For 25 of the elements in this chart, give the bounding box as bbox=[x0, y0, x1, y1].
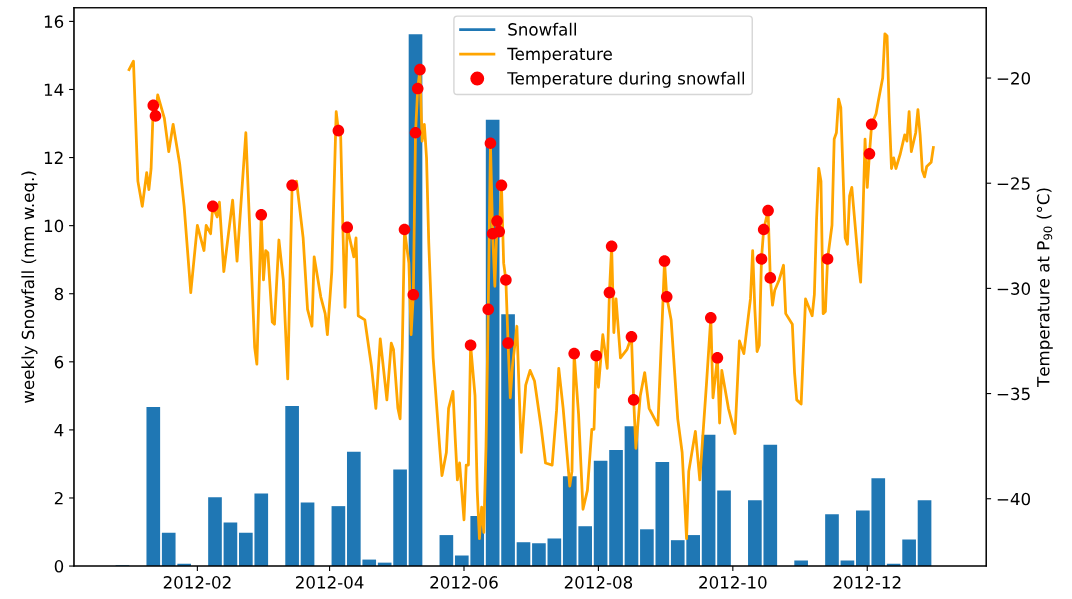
legend-label: Temperature during snowfall bbox=[507, 71, 745, 88]
y2-tick-label: −20 bbox=[997, 72, 1031, 85]
x-tick-label: 2012-12 bbox=[833, 576, 901, 589]
y-tick-label: 10 bbox=[44, 219, 64, 233]
legend-label: Snowfall bbox=[508, 22, 576, 36]
x-tick-label: 2012-06 bbox=[430, 576, 498, 589]
y-axis-title: weekly Snowfall (mm w.eq.) bbox=[21, 171, 38, 403]
x-tick-label: 2012-10 bbox=[699, 576, 767, 589]
y-tick-label: 4 bbox=[54, 424, 64, 437]
y2-axis-title: Temperature at P$_{90}$ (°C) bbox=[1036, 188, 1053, 387]
y-tick-label: 12 bbox=[44, 151, 63, 164]
y2-tick-label: −25 bbox=[997, 177, 1030, 190]
x-tick-label: 2012-04 bbox=[295, 576, 364, 589]
y2-tick-label: −30 bbox=[997, 282, 1031, 295]
x-tick-label: 2012-02 bbox=[163, 576, 231, 589]
legend-label: Temperature bbox=[507, 47, 612, 64]
y-tick-label: 6 bbox=[54, 355, 64, 369]
y2-tick-label: −40 bbox=[997, 492, 1031, 506]
y2-tick-label: −35 bbox=[997, 387, 1030, 401]
y-tick-label: 2 bbox=[54, 491, 63, 505]
y-tick-label: 14 bbox=[44, 83, 64, 96]
y-tick-label: 16 bbox=[44, 15, 64, 28]
x-tick-label: 2012-08 bbox=[564, 576, 633, 589]
y-tick-label: 0 bbox=[54, 560, 64, 573]
y-tick-label: 8 bbox=[54, 287, 64, 301]
